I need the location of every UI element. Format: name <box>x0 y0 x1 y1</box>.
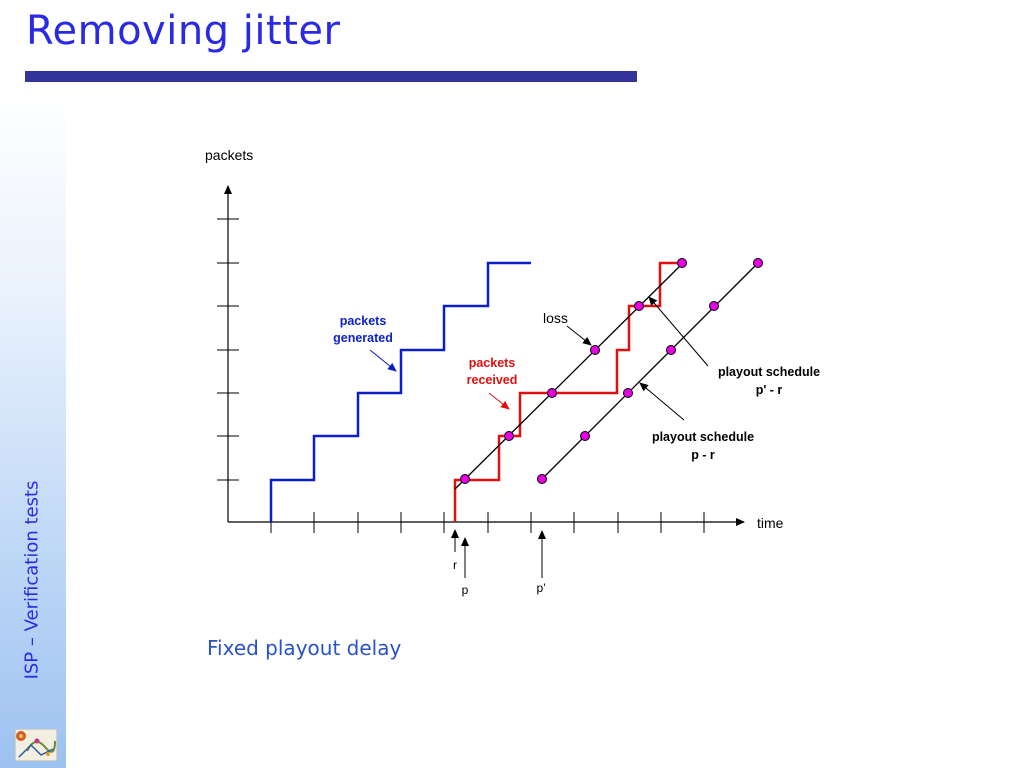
playout-line-p-prime <box>541 262 759 480</box>
x-ticks <box>270 512 705 533</box>
axis-x-label: time <box>757 515 784 531</box>
received-staircase <box>453 261 683 522</box>
playout-line-p <box>454 262 684 490</box>
playout-dot <box>634 301 644 311</box>
label-packets-generated-2: generated <box>333 331 393 345</box>
playout-dot <box>677 258 687 268</box>
arrow-loss <box>566 325 592 346</box>
label-schedule-p-1: playout schedule <box>652 430 754 444</box>
marker-r: r <box>453 558 457 572</box>
label-schedule-p-prime-1: playout schedule <box>718 365 820 379</box>
label-packets-generated-1: packets <box>340 314 387 328</box>
label-packets-received-2: received <box>467 373 518 387</box>
playout-p-dots <box>460 258 687 484</box>
playout-dot <box>537 474 547 484</box>
playout-dot <box>504 431 514 441</box>
slide-title: Removing jitter <box>26 8 341 54</box>
axis-y-label: packets <box>205 147 253 163</box>
arrow-schedule-p-prime <box>648 296 709 367</box>
arrow-generated <box>369 349 397 372</box>
label-loss: loss <box>543 310 568 326</box>
slide-caption: Fixed playout delay <box>207 636 402 660</box>
side-bar <box>0 90 66 768</box>
playout-dot <box>547 388 557 398</box>
arrow-received <box>488 392 510 410</box>
generated-staircase <box>269 261 531 522</box>
title-rule <box>25 71 637 82</box>
playout-dot <box>666 345 676 355</box>
playout-dot <box>460 474 470 484</box>
label-schedule-p-2: p - r <box>691 448 715 462</box>
marker-p-prime: p' <box>537 581 546 595</box>
playout-p-prime-dots <box>537 258 763 484</box>
playout-dot <box>580 431 590 441</box>
label-schedule-p-prime-2: p' - r <box>756 383 783 397</box>
playout-dot <box>709 301 719 311</box>
arrow-schedule-p <box>639 382 685 421</box>
logo-icon <box>15 729 57 761</box>
playout-dot <box>753 258 763 268</box>
playout-dot <box>623 388 633 398</box>
marker-p: p <box>462 583 469 597</box>
playout-dot <box>590 345 600 355</box>
y-ticks <box>217 218 239 481</box>
label-packets-received-1: packets <box>469 356 516 370</box>
